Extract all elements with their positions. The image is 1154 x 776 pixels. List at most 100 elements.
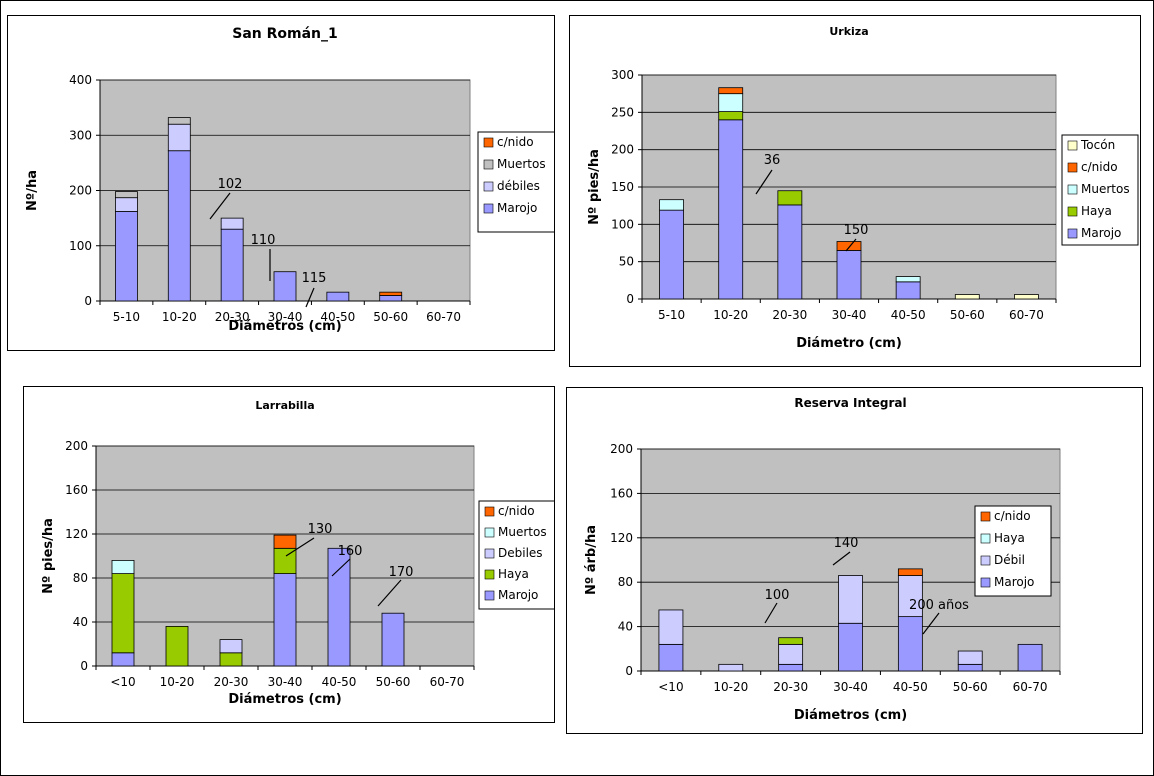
legend-swatch xyxy=(483,159,494,170)
legend-entry: c/nido xyxy=(498,504,535,518)
bar-segment-marojo xyxy=(273,573,297,667)
legend-swatch xyxy=(484,548,495,559)
bar-segment-marojo xyxy=(220,228,244,302)
annotation-leader xyxy=(922,612,940,635)
x-axis-label: Diámetros (cm) xyxy=(228,692,341,707)
x-tick-label: 40-50 xyxy=(893,680,928,694)
y-tick-label: 160 xyxy=(610,486,633,500)
bar-segment-haya xyxy=(778,637,804,645)
legend-entry: Débil xyxy=(994,553,1025,567)
bar-segment-marojo xyxy=(326,291,350,302)
bar-segment-muertos xyxy=(111,559,135,574)
bar-segment-c-nido xyxy=(718,87,744,95)
x-tick-label: 50-60 xyxy=(373,310,408,324)
y-tick-label: 80 xyxy=(73,571,88,585)
bar-segment-marojo xyxy=(957,663,983,672)
y-tick-label: 160 xyxy=(65,483,88,497)
annotation-label: 102 xyxy=(218,177,243,192)
y-axis-label: Nº pies/ha xyxy=(41,518,56,594)
x-tick-label: 40-50 xyxy=(320,310,355,324)
x-tick-label: 20-30 xyxy=(214,675,249,689)
y-tick-label: 50 xyxy=(619,255,634,269)
legend-entry: Haya xyxy=(498,567,529,581)
x-tick-label: 5-10 xyxy=(113,310,140,324)
bar-segment-marojo xyxy=(838,622,863,672)
x-tick-label: 50-60 xyxy=(950,308,985,322)
legend-entry: Muertos xyxy=(497,157,546,171)
x-tick-label: 30-40 xyxy=(832,308,867,322)
annotation-label: 200 años xyxy=(909,598,969,613)
legend-swatch xyxy=(483,181,494,192)
annotation-label: 150 xyxy=(844,223,869,238)
y-tick-label: 200 xyxy=(611,143,634,157)
annotation-leader xyxy=(764,602,778,624)
y-tick-label: 40 xyxy=(618,620,633,634)
bar-segment-c-nido xyxy=(897,568,923,576)
bar-segment-toc-n xyxy=(954,294,980,300)
bar-segment-toc-n xyxy=(1014,294,1039,300)
chart-title: Reserva Integral xyxy=(794,396,906,410)
chart-title: Larrabilla xyxy=(255,399,314,412)
annotation-leader xyxy=(755,169,773,195)
bar-segment-c-nido xyxy=(273,534,297,549)
x-tick-label: 40-50 xyxy=(322,675,357,689)
annotation-leader xyxy=(209,192,231,220)
legend-entry: Marojo xyxy=(994,575,1034,589)
bar-segment-marojo xyxy=(659,209,684,300)
chart-svg: San Román_1 0 100 200 300 400 5-10 10-20 20-30 30… xyxy=(25,26,554,334)
annotation-label: 170 xyxy=(389,565,414,580)
legend-entry: Muertos xyxy=(1081,182,1130,196)
y-tick-label: 100 xyxy=(611,217,634,231)
legend-swatch xyxy=(980,577,991,588)
legend-swatch xyxy=(484,590,495,601)
y-tick-label: 100 xyxy=(69,239,92,253)
bar-segment-muertos xyxy=(167,117,191,125)
x-axis-label: Diámetro (cm) xyxy=(796,336,902,351)
annotation-label: 36 xyxy=(764,153,781,168)
bar-segment-c-nido xyxy=(379,291,403,296)
x-tick-label: 60-70 xyxy=(430,675,465,689)
legend-entry: c/nido xyxy=(1081,160,1118,174)
x-tick-label: 60-70 xyxy=(426,310,461,324)
y-tick-label: 200 xyxy=(65,439,88,453)
x-tick-label: 20-30 xyxy=(772,308,807,322)
annotation-label: 160 xyxy=(338,544,363,559)
bar-segment-marojo xyxy=(1017,643,1043,672)
x-tick-label: <10 xyxy=(110,675,135,689)
y-tick-label: 40 xyxy=(73,615,88,629)
x-tick-label: 60-70 xyxy=(1009,308,1044,322)
chart-svg: Larrabilla 0 40 80 120 160 200 <10 10-20 20-30 30-… xyxy=(41,399,554,707)
legend-entry: Haya xyxy=(1081,204,1112,218)
y-axis-label: Nº árb/ha xyxy=(584,525,599,595)
bar-segment-marojo xyxy=(836,250,862,300)
x-tick-label: 10-20 xyxy=(713,680,748,694)
bar-segment-c-nido xyxy=(836,241,862,251)
bar-segment-d-biles xyxy=(167,123,191,152)
legend-swatch xyxy=(980,511,991,522)
legend-entry: Haya xyxy=(994,531,1025,545)
x-tick-label: 20-30 xyxy=(773,680,808,694)
y-tick-label: 300 xyxy=(611,68,634,82)
chart-san-roman: San Román_1 0 100 200 300 400 5-10 10-20 20-30 30… xyxy=(7,15,555,351)
y-tick-label: 200 xyxy=(69,184,92,198)
legend-swatch xyxy=(1067,140,1078,151)
y-axis-label: Nº/ha xyxy=(25,170,40,211)
y-tick-label: 150 xyxy=(611,180,634,194)
bar-segment-marojo xyxy=(111,652,135,667)
x-axis-label: Diámetros (cm) xyxy=(228,319,341,334)
legend-entry: Tocón xyxy=(1080,138,1115,152)
annotation-label: 140 xyxy=(834,536,859,551)
x-tick-label: 30-40 xyxy=(833,680,868,694)
legend-swatch xyxy=(483,203,494,214)
x-tick-label: 10-20 xyxy=(713,308,748,322)
x-tick-label: 5-10 xyxy=(658,308,685,322)
bar-segment-marojo xyxy=(327,547,351,667)
bar-segment-haya xyxy=(718,111,744,121)
bar-segment-d-bil xyxy=(718,663,744,672)
y-tick-label: 0 xyxy=(625,664,633,678)
bar-segment-marojo xyxy=(777,204,803,300)
bar-segment-muertos xyxy=(659,199,684,211)
x-tick-label: 30-40 xyxy=(268,675,303,689)
bar-segment-marojo xyxy=(381,612,405,667)
legend-entry: c/nido xyxy=(994,509,1031,523)
